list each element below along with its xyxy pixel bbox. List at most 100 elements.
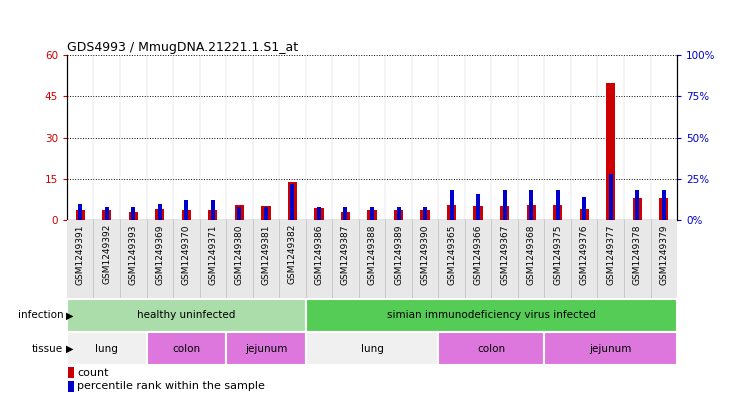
Bar bbox=[473, 206, 483, 220]
Bar bbox=[553, 205, 562, 220]
Bar bbox=[306, 55, 333, 220]
Bar bbox=[235, 205, 244, 220]
Bar bbox=[182, 210, 191, 220]
Bar bbox=[545, 332, 677, 365]
Bar bbox=[290, 184, 295, 220]
Bar bbox=[306, 299, 677, 332]
Bar bbox=[120, 55, 147, 220]
Bar bbox=[147, 332, 226, 365]
Bar bbox=[306, 332, 438, 365]
Text: infection: infection bbox=[18, 310, 63, 320]
Text: ▶: ▶ bbox=[66, 344, 74, 354]
Bar bbox=[394, 210, 403, 220]
Text: GSM1249371: GSM1249371 bbox=[208, 224, 217, 285]
Text: GSM1249388: GSM1249388 bbox=[368, 224, 376, 285]
Text: GSM1249392: GSM1249392 bbox=[102, 224, 112, 285]
Text: simian immunodeficiency virus infected: simian immunodeficiency virus infected bbox=[387, 310, 596, 320]
Text: GSM1249370: GSM1249370 bbox=[182, 224, 190, 285]
Text: GSM1249387: GSM1249387 bbox=[341, 224, 350, 285]
Text: GSM1249393: GSM1249393 bbox=[129, 224, 138, 285]
Bar bbox=[583, 197, 586, 220]
Bar bbox=[314, 208, 324, 220]
Text: GSM1249375: GSM1249375 bbox=[554, 224, 562, 285]
Bar bbox=[317, 207, 321, 220]
Text: GSM1249368: GSM1249368 bbox=[527, 224, 536, 285]
Text: GSM1249382: GSM1249382 bbox=[288, 224, 297, 285]
Text: jejunum: jejunum bbox=[589, 344, 632, 354]
Bar bbox=[491, 55, 518, 220]
Bar bbox=[253, 55, 279, 220]
Text: GSM1249380: GSM1249380 bbox=[235, 224, 244, 285]
Bar bbox=[102, 210, 112, 220]
Text: GSM1249367: GSM1249367 bbox=[500, 224, 509, 285]
Text: GSM1249390: GSM1249390 bbox=[420, 224, 429, 285]
Text: jejunum: jejunum bbox=[245, 344, 287, 354]
Bar bbox=[529, 190, 533, 220]
Text: GSM1249377: GSM1249377 bbox=[606, 224, 615, 285]
Text: healthy uninfected: healthy uninfected bbox=[137, 310, 236, 320]
Text: GSM1249391: GSM1249391 bbox=[76, 224, 85, 285]
Bar bbox=[650, 55, 677, 220]
Bar bbox=[397, 207, 400, 220]
Bar bbox=[344, 207, 347, 220]
Bar bbox=[288, 182, 297, 220]
Text: tissue: tissue bbox=[32, 344, 63, 354]
Text: GSM1249378: GSM1249378 bbox=[632, 224, 642, 285]
Bar bbox=[624, 55, 650, 220]
Bar bbox=[76, 210, 85, 220]
Bar bbox=[609, 174, 613, 220]
Bar bbox=[420, 210, 430, 220]
Bar bbox=[423, 207, 427, 220]
Bar bbox=[105, 207, 109, 220]
Text: count: count bbox=[77, 367, 109, 378]
Bar bbox=[226, 55, 253, 220]
Bar bbox=[476, 194, 480, 220]
Text: ▶: ▶ bbox=[66, 310, 74, 320]
Bar bbox=[78, 204, 83, 220]
Bar bbox=[261, 206, 271, 220]
Bar bbox=[155, 209, 164, 220]
Bar bbox=[173, 55, 199, 220]
Text: GSM1249381: GSM1249381 bbox=[261, 224, 270, 285]
Text: GSM1249379: GSM1249379 bbox=[659, 224, 668, 285]
Text: GSM1249386: GSM1249386 bbox=[315, 224, 324, 285]
Bar bbox=[67, 332, 147, 365]
Bar bbox=[368, 210, 376, 220]
Bar bbox=[438, 332, 545, 365]
Bar bbox=[597, 55, 624, 220]
Bar bbox=[129, 212, 138, 220]
Bar bbox=[131, 207, 135, 220]
Bar bbox=[635, 190, 639, 220]
Bar bbox=[68, 381, 74, 391]
Text: colon: colon bbox=[478, 344, 505, 354]
Bar bbox=[518, 55, 545, 220]
Text: GSM1249365: GSM1249365 bbox=[447, 224, 456, 285]
Text: colon: colon bbox=[173, 344, 200, 354]
Bar bbox=[226, 332, 306, 365]
Bar bbox=[503, 190, 507, 220]
Bar bbox=[279, 55, 306, 220]
Bar bbox=[545, 55, 571, 220]
Text: GSM1249389: GSM1249389 bbox=[394, 224, 403, 285]
Bar bbox=[571, 55, 597, 220]
Bar bbox=[527, 205, 536, 220]
Bar bbox=[385, 55, 411, 220]
Text: GSM1249369: GSM1249369 bbox=[155, 224, 164, 285]
Bar bbox=[359, 55, 385, 220]
Bar bbox=[67, 299, 306, 332]
Bar bbox=[465, 55, 491, 220]
Bar bbox=[185, 200, 188, 220]
Bar bbox=[659, 198, 668, 220]
Text: lung: lung bbox=[361, 344, 383, 354]
Bar bbox=[211, 200, 215, 220]
Bar bbox=[341, 212, 350, 220]
Bar bbox=[333, 55, 359, 220]
Bar bbox=[449, 190, 454, 220]
Bar bbox=[67, 55, 94, 220]
Text: GSM1249376: GSM1249376 bbox=[580, 224, 589, 285]
Bar bbox=[662, 190, 666, 220]
Bar bbox=[447, 205, 456, 220]
Bar bbox=[264, 207, 268, 220]
Bar bbox=[208, 210, 217, 220]
Bar bbox=[199, 55, 226, 220]
